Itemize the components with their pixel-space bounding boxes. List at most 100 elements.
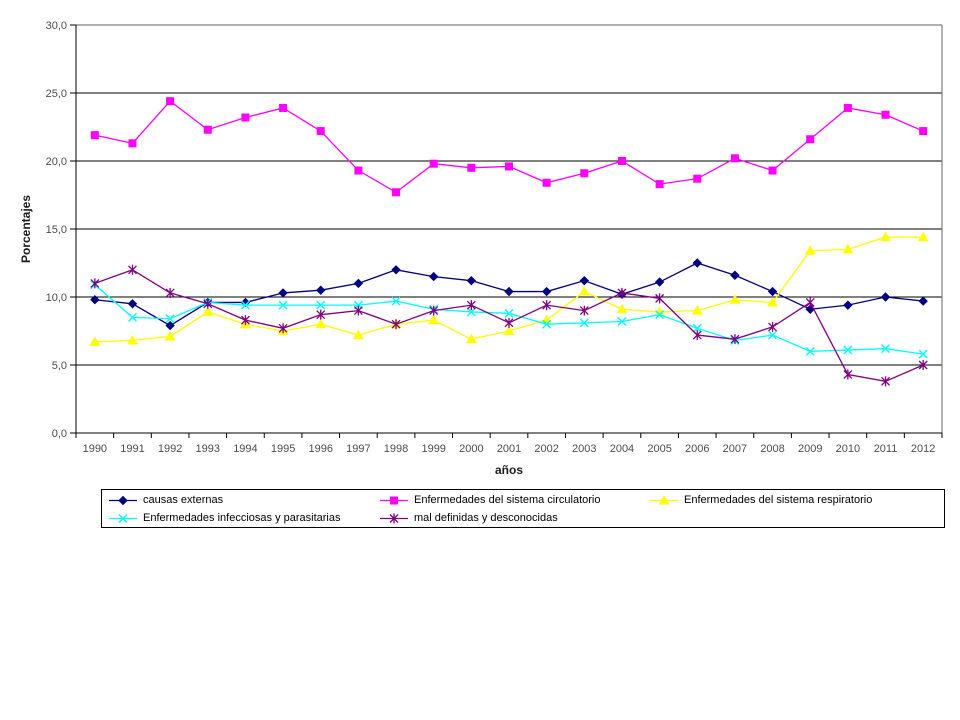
marker-enfermedades-infecciosas-y-parasitarias — [881, 344, 891, 354]
marker-enfermedades-del-sistema-respiratorio — [127, 335, 138, 345]
marker-causas-externas — [579, 275, 590, 286]
marker-enfermedades-infecciosas-y-parasitarias — [542, 319, 552, 329]
legend-label: mal definidas y desconocidas — [414, 512, 558, 524]
marker-enfermedades-infecciosas-y-parasitarias — [768, 330, 778, 340]
x-tick-label: 2006 — [685, 443, 709, 455]
marker-mal-definidas-y-desconocidas — [617, 287, 627, 298]
marker-mal-definidas-y-desconocidas — [881, 376, 890, 387]
marker-causas-externas — [692, 258, 702, 268]
y-tick-label: 15,0 — [46, 224, 67, 236]
marker-enfermedades-del-sistema-circulatorio — [505, 162, 513, 171]
marker-enfermedades-del-sistema-circulatorio — [919, 127, 928, 136]
x-tick-label: 1991 — [120, 443, 144, 455]
legend-marker-glyph — [390, 496, 398, 504]
legend-label: Enfermedades infecciosas y parasitarias — [143, 512, 341, 524]
y-tick-label: 0,0 — [52, 428, 67, 440]
marker-enfermedades-del-sistema-respiratorio — [202, 306, 214, 316]
marker-mal-definidas-y-desconocidas — [805, 297, 815, 308]
marker-enfermedades-del-sistema-respiratorio — [804, 245, 816, 255]
x-tick-label: 1994 — [233, 443, 257, 455]
marker-enfermedades-del-sistema-circulatorio — [90, 131, 99, 140]
marker-mal-definidas-y-desconocidas — [278, 323, 288, 334]
legend-item-mal-definidas-y-desconocidas: mal definidas y desconocidas — [379, 511, 558, 525]
x-tick-label: 1992 — [158, 443, 182, 455]
marker-mal-definidas-y-desconocidas — [579, 305, 589, 316]
x-tick-label: 1997 — [346, 443, 370, 455]
legend-label: Enfermedades del sistema circulatorio — [414, 494, 601, 506]
marker-enfermedades-infecciosas-y-parasitarias — [278, 300, 288, 310]
marker-causas-externas — [127, 299, 138, 309]
marker-enfermedades-del-sistema-circulatorio — [806, 135, 815, 144]
x-tick-label: 2011 — [874, 443, 898, 455]
marker-causas-externas — [541, 286, 552, 297]
legend-label: causas externas — [143, 494, 224, 506]
marker-enfermedades-del-sistema-circulatorio — [617, 157, 626, 165]
marker-enfermedades-infecciosas-y-parasitarias — [692, 323, 702, 333]
marker-mal-definidas-y-desconocidas — [240, 315, 250, 326]
marker-enfermedades-del-sistema-respiratorio — [578, 286, 590, 296]
marker-mal-definidas-y-desconocidas — [316, 309, 326, 320]
x-tick-label: 2012 — [911, 443, 935, 455]
marker-causas-externas — [428, 271, 439, 282]
x-tick-label: 2010 — [836, 443, 860, 455]
x-tick-label: 1998 — [384, 443, 408, 455]
marker-enfermedades-del-sistema-respiratorio — [89, 336, 101, 346]
marker-enfermedades-infecciosas-y-parasitarias — [504, 308, 514, 318]
marker-enfermedades-del-sistema-respiratorio — [428, 314, 440, 325]
marker-enfermedades-infecciosas-y-parasitarias — [316, 300, 326, 310]
marker-mal-definidas-y-desconocidas — [429, 305, 439, 316]
marker-enfermedades-del-sistema-respiratorio — [164, 330, 176, 341]
marker-causas-externas — [316, 285, 326, 295]
legend-marker-glyph — [389, 513, 399, 523]
x-tick-label: 2001 — [497, 443, 521, 455]
marker-mal-definidas-y-desconocidas — [768, 321, 778, 332]
marker-enfermedades-infecciosas-y-parasitarias — [240, 300, 250, 310]
marker-enfermedades-del-sistema-circulatorio — [693, 174, 702, 183]
x-tick-label: 1996 — [308, 443, 332, 455]
x-tick-label: 2002 — [534, 443, 558, 455]
legend-marker-glyph — [118, 495, 128, 505]
marker-enfermedades-infecciosas-y-parasitarias — [617, 316, 627, 326]
marker-mal-definidas-y-desconocidas — [692, 330, 702, 341]
marker-enfermedades-del-sistema-respiratorio — [541, 314, 553, 325]
marker-enfermedades-del-sistema-circulatorio — [655, 180, 664, 189]
marker-enfermedades-infecciosas-y-parasitarias — [466, 307, 476, 317]
marker-causas-externas — [767, 286, 778, 297]
marker-causas-externas — [504, 286, 514, 297]
x-tick-label: 2008 — [760, 443, 784, 455]
y-axis-title: Porcentajes — [19, 194, 33, 264]
marker-enfermedades-infecciosas-y-parasitarias — [165, 314, 175, 324]
legend-marker-triangle-icon — [650, 494, 678, 504]
marker-mal-definidas-y-desconocidas — [542, 300, 552, 311]
marker-mal-definidas-y-desconocidas — [165, 287, 175, 298]
legend-marker-diamond-icon — [109, 495, 137, 505]
x-tick-label: 2007 — [723, 443, 747, 455]
marker-enfermedades-infecciosas-y-parasitarias — [843, 345, 853, 355]
marker-causas-externas — [843, 300, 853, 310]
marker-enfermedades-del-sistema-respiratorio — [616, 303, 628, 314]
marker-enfermedades-del-sistema-respiratorio — [842, 243, 854, 254]
marker-enfermedades-del-sistema-circulatorio — [241, 113, 250, 122]
marker-enfermedades-del-sistema-circulatorio — [166, 97, 175, 106]
x-tick-label: 2000 — [459, 443, 483, 455]
marker-enfermedades-del-sistema-circulatorio — [429, 159, 438, 168]
marker-mal-definidas-y-desconocidas — [918, 360, 928, 370]
marker-enfermedades-infecciosas-y-parasitarias — [655, 310, 665, 320]
marker-mal-definidas-y-desconocidas — [466, 300, 476, 311]
chart-legend: causas externas Enfermedades del sistema … — [101, 489, 945, 528]
x-tick-label: 2009 — [798, 443, 822, 455]
marker-mal-definidas-y-desconocidas — [203, 298, 213, 309]
legend-item-causas-externas: causas externas — [108, 493, 223, 507]
marker-enfermedades-infecciosas-y-parasitarias — [579, 318, 589, 328]
marker-enfermedades-del-sistema-respiratorio — [767, 296, 778, 307]
marker-causas-externas — [165, 320, 175, 331]
marker-mal-definidas-y-desconocidas — [730, 334, 740, 345]
legend-item-enfermedades-infecciosas-y-parasitarias: Enfermedades infecciosas y parasitarias — [108, 511, 340, 525]
marker-enfermedades-del-sistema-circulatorio — [392, 188, 401, 197]
marker-mal-definidas-y-desconocidas — [843, 369, 853, 380]
marker-enfermedades-infecciosas-y-parasitarias — [127, 312, 137, 322]
marker-enfermedades-del-sistema-circulatorio — [768, 166, 777, 175]
y-tick-label: 20,0 — [46, 156, 67, 168]
marker-enfermedades-del-sistema-circulatorio — [467, 163, 476, 172]
marker-enfermedades-del-sistema-respiratorio — [353, 329, 364, 340]
